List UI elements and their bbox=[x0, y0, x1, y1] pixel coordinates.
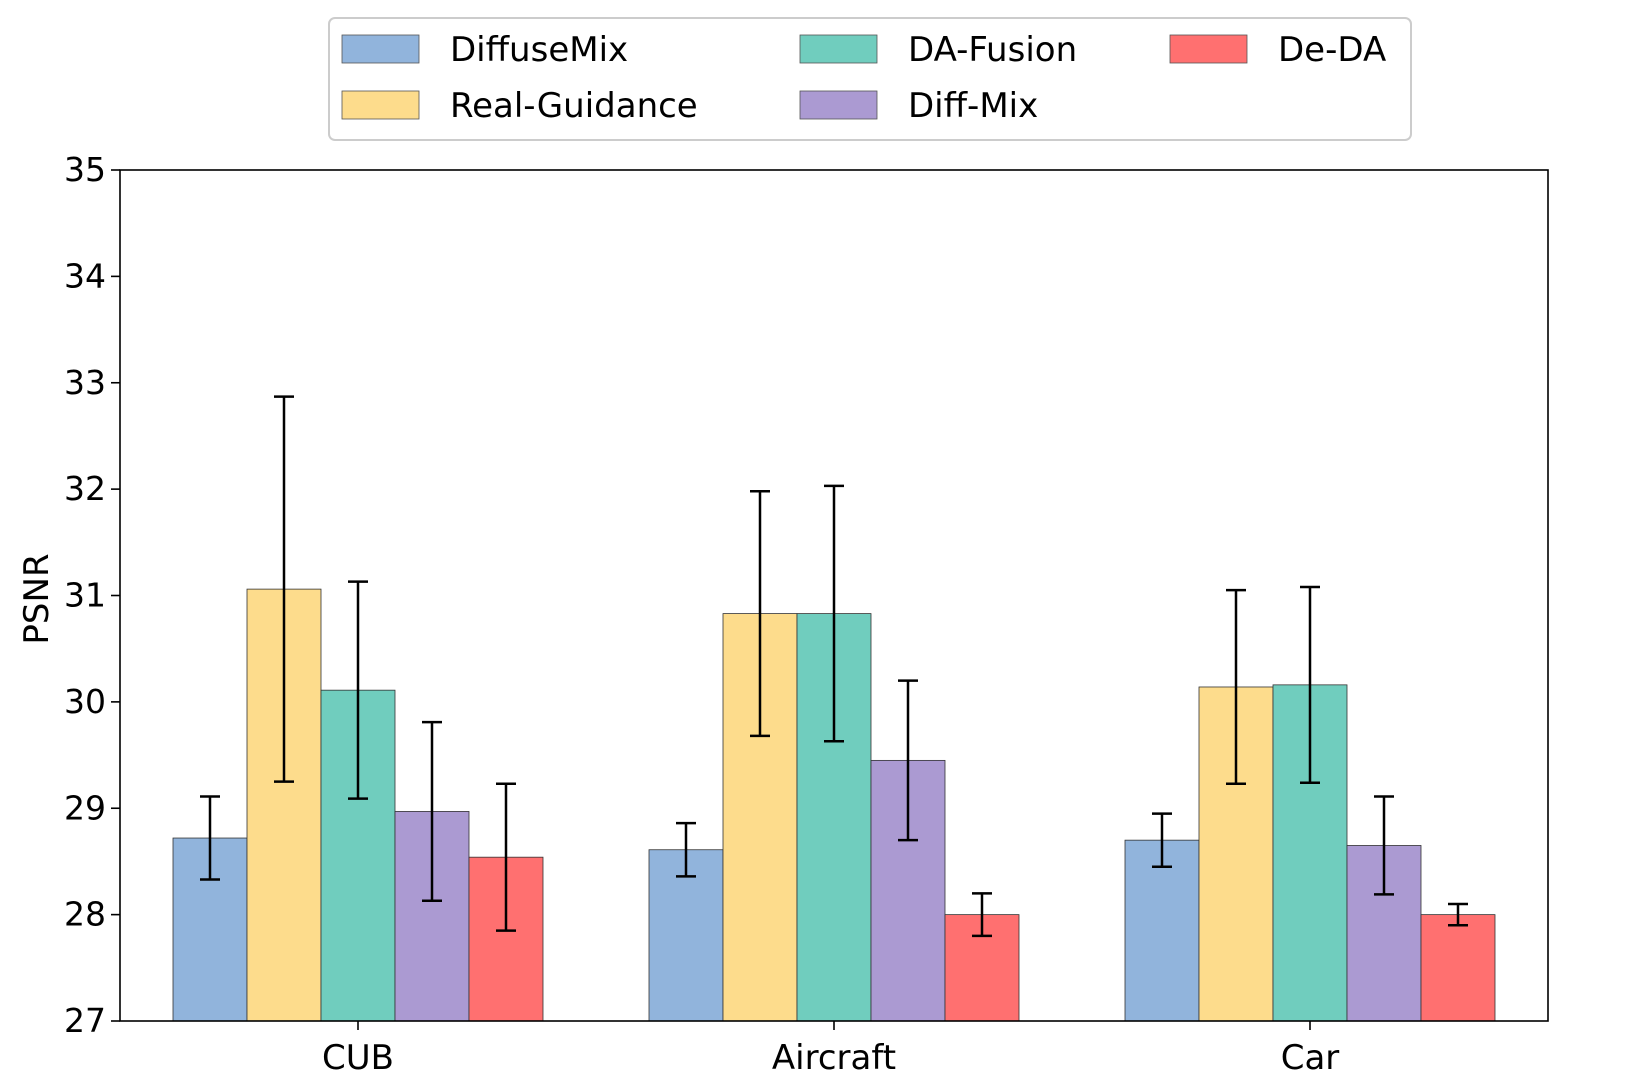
x-axis: CUB Aircraft Car bbox=[322, 1021, 1339, 1078]
x-tick-label: Car bbox=[1281, 1038, 1340, 1078]
y-axis-label: PSNR bbox=[17, 553, 57, 644]
legend-swatch bbox=[341, 34, 420, 64]
legend-swatch bbox=[341, 90, 420, 120]
y-tick-label: 33 bbox=[64, 363, 106, 402]
y-tick-label: 32 bbox=[64, 469, 106, 508]
legend-box bbox=[328, 17, 1412, 141]
y-axis: 27 28 29 30 31 32 33 34 35 bbox=[64, 150, 120, 1040]
y-tick-label: 27 bbox=[64, 1001, 106, 1040]
legend-label: Diff-Mix bbox=[908, 86, 1038, 126]
legend-swatch bbox=[799, 90, 878, 120]
legend-label: DiffuseMix bbox=[450, 30, 628, 70]
y-tick-label: 35 bbox=[64, 150, 106, 189]
legend-label: DA-Fusion bbox=[908, 30, 1077, 70]
y-tick-label: 28 bbox=[64, 895, 106, 934]
bar bbox=[1420, 914, 1496, 1022]
legend-label: De-DA bbox=[1278, 30, 1386, 70]
x-tick-label: Aircraft bbox=[772, 1038, 896, 1078]
legend-swatch bbox=[1169, 34, 1248, 64]
y-tick-label: 31 bbox=[64, 576, 106, 615]
legend-label: Real-Guidance bbox=[450, 86, 698, 126]
y-tick-label: 29 bbox=[64, 788, 106, 827]
legend: DiffuseMix Real-Guidance DA-Fusion Diff-Mix… bbox=[328, 17, 1412, 141]
y-tick-label: 34 bbox=[64, 256, 106, 295]
y-tick-label: 30 bbox=[64, 682, 106, 721]
legend-swatch bbox=[799, 34, 878, 64]
plot-area bbox=[119, 169, 1549, 1022]
x-tick-label: CUB bbox=[322, 1038, 394, 1078]
